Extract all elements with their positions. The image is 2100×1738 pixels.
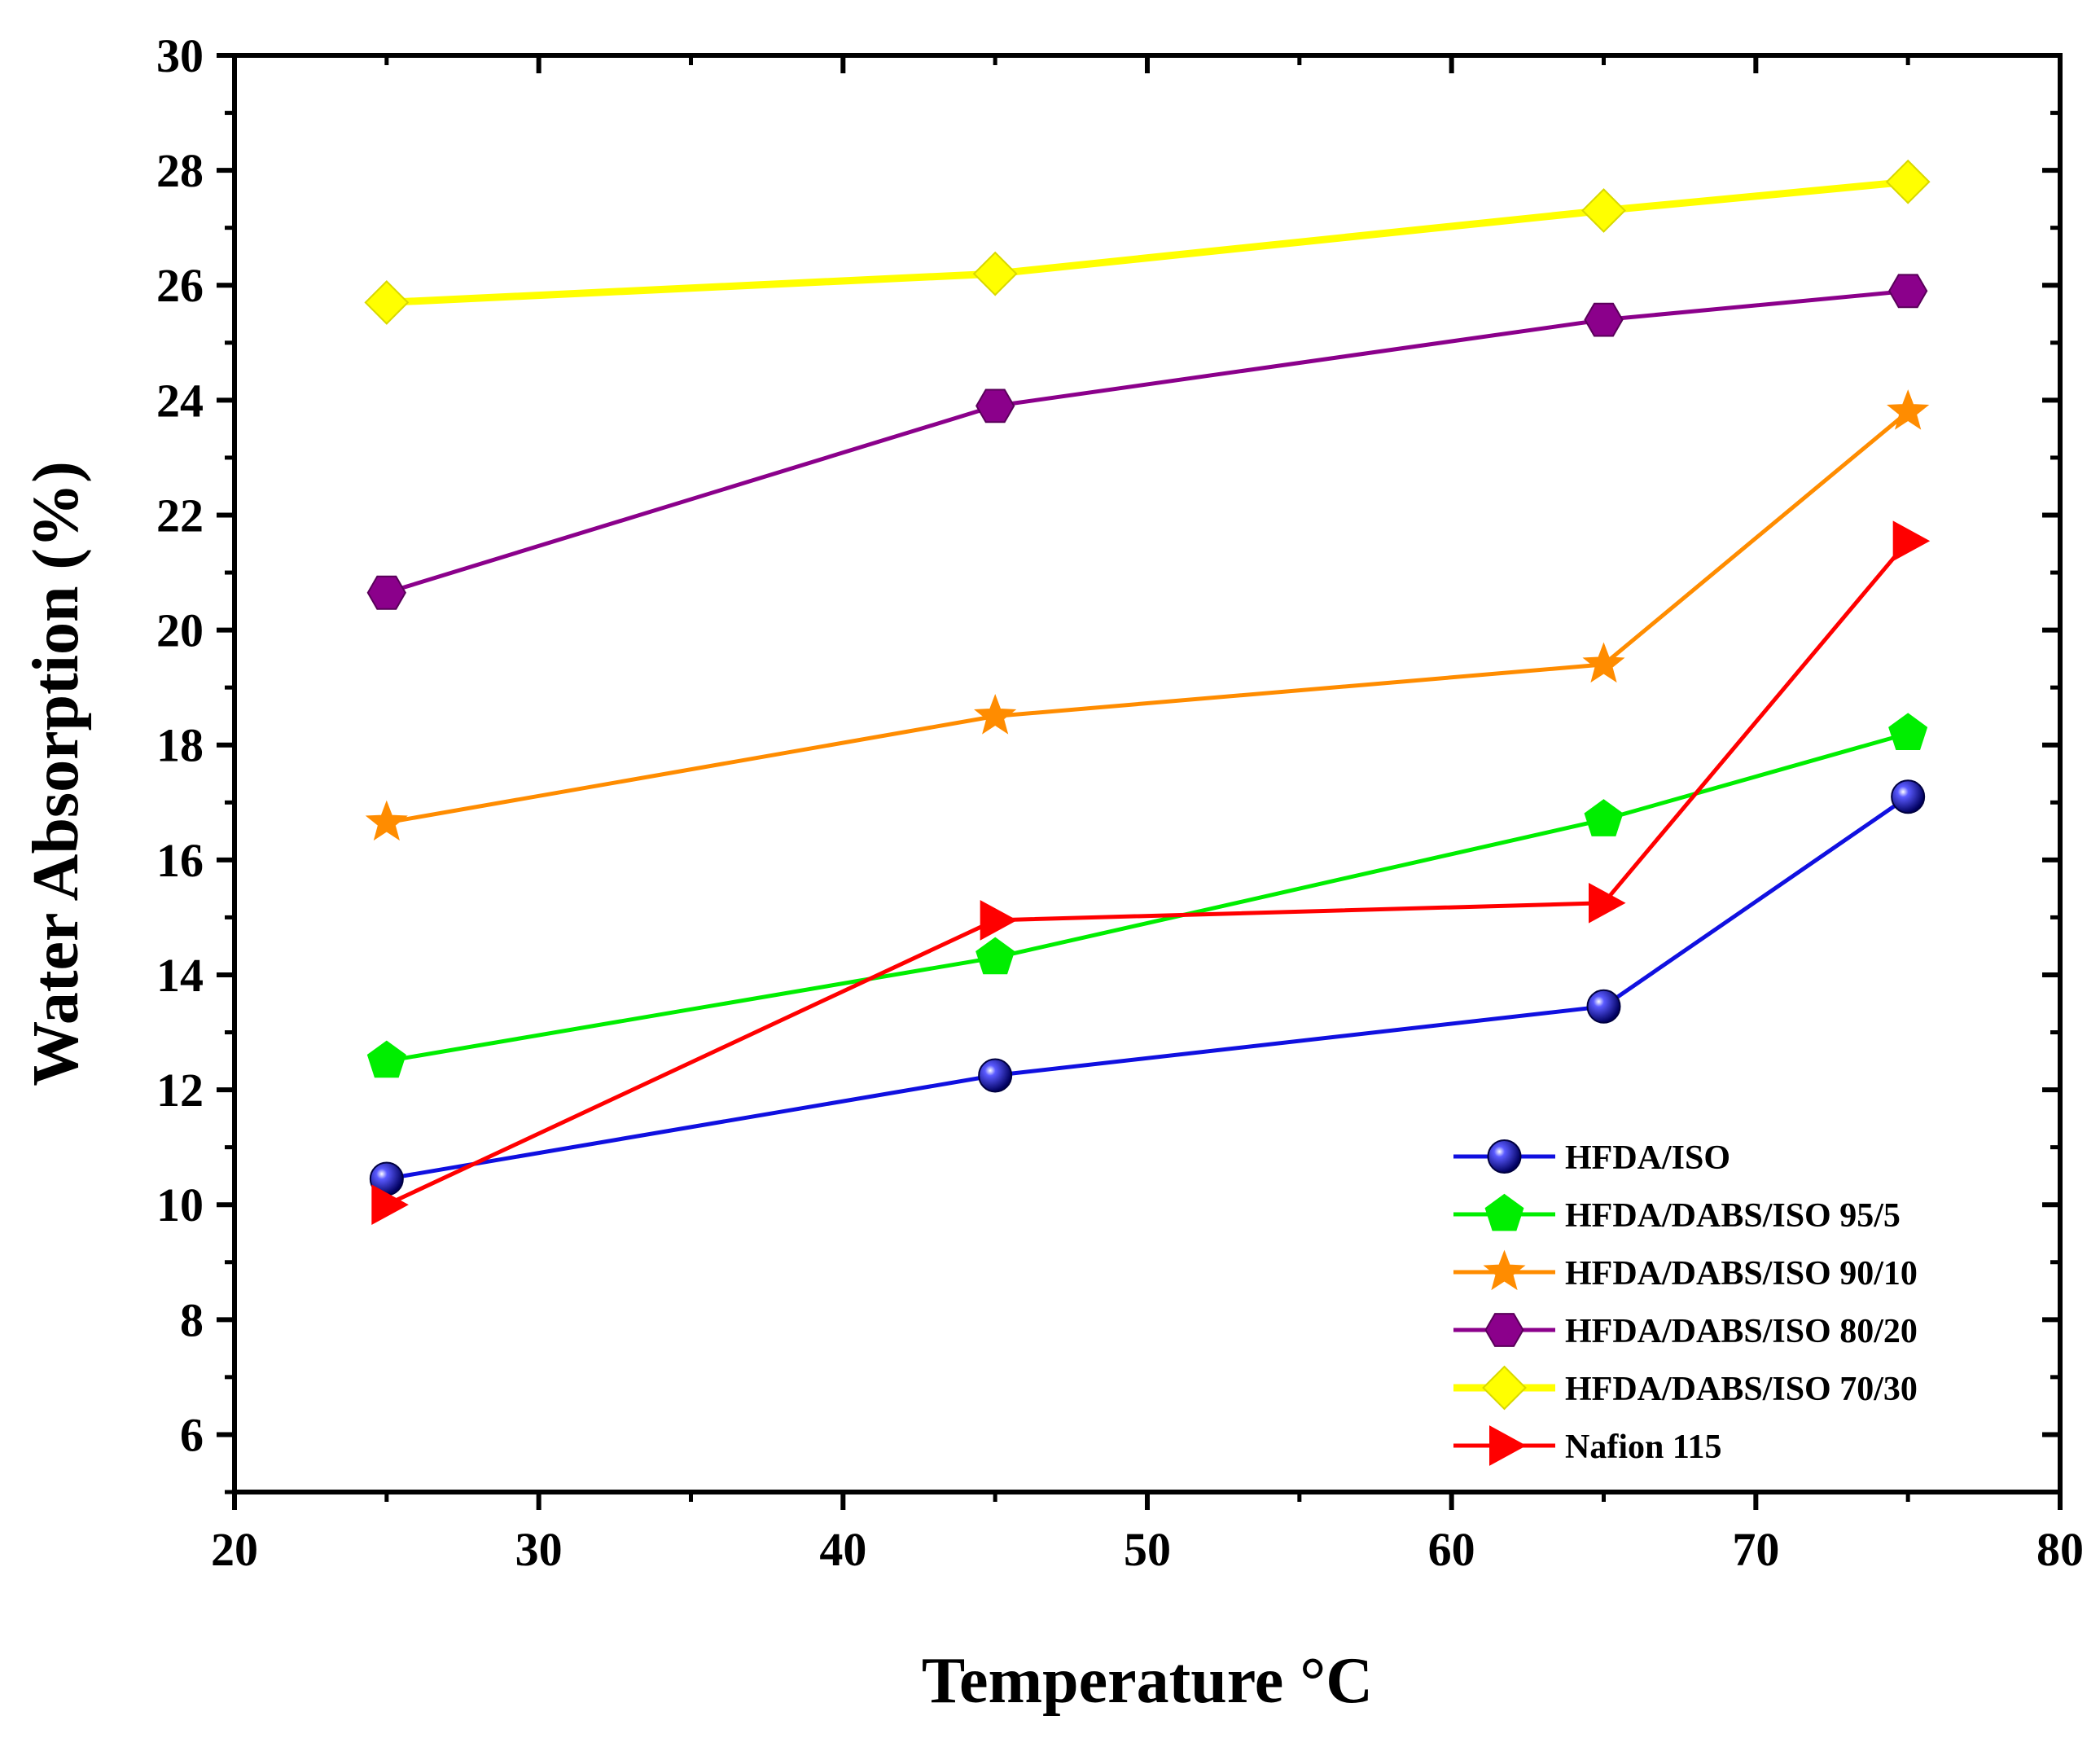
legend: HFDA/ISO HFDA/DABS/ISO 95/5 HFDA/DABS/ISO … [1453, 1139, 1918, 1466]
data-point-4-2 [1581, 188, 1626, 233]
series-line-4 [386, 178, 1909, 306]
data-point-5-0 [371, 1184, 409, 1226]
y-tick-label: 8 [180, 1293, 204, 1346]
legend-label-3: HFDA/DABS/ISO 80/20 [1565, 1313, 1918, 1350]
data-point-1-0 [366, 1040, 406, 1078]
legend-marker-2 [1483, 1249, 1526, 1291]
data-point-3-2 [1584, 302, 1624, 337]
data-point-1-3 [1888, 713, 1928, 750]
data-point-0-2 [1586, 989, 1621, 1024]
y-tick-label: 22 [156, 489, 204, 542]
legend-marker-5 [1489, 1425, 1527, 1466]
data-point-2-2 [1582, 642, 1625, 683]
data-point-4-0 [364, 279, 410, 325]
y-axis-title: Water Absorption (%) [20, 461, 92, 1086]
y-tick-label: 6 [180, 1408, 204, 1461]
y-tick-label: 26 [156, 259, 204, 312]
y-tick-label: 30 [156, 29, 204, 82]
y-tick-label: 28 [156, 144, 204, 197]
data-point-1-1 [975, 937, 1015, 975]
y-tick-label: 16 [156, 834, 204, 887]
data-point-4-1 [972, 251, 1018, 296]
series-line-5 [385, 539, 1910, 1207]
legend-label-0: HFDA/ISO [1565, 1139, 1730, 1177]
legend-label-5: Nafion 115 [1565, 1429, 1722, 1466]
y-tick-label: 12 [156, 1064, 204, 1117]
y-tick-label: 24 [156, 374, 204, 427]
data-point-1-2 [1584, 799, 1624, 836]
x-tick-label: 80 [2036, 1523, 2084, 1576]
data-point-3-1 [975, 388, 1015, 424]
data-point-3-3 [1888, 274, 1928, 309]
data-point-2-3 [1887, 389, 1930, 430]
data-point-2-0 [365, 800, 408, 841]
legend-label-4: HFDA/DABS/ISO 70/30 [1565, 1371, 1918, 1408]
series-line-2 [386, 410, 1909, 825]
y-tick-label: 20 [156, 604, 204, 657]
y-tick-label: 14 [156, 949, 204, 1002]
axes: 20 30 40 50 60 70 80 6 8 10 12 14 16 18 20 22 24 26 28 30 [156, 29, 2084, 1576]
y-tick-label: 18 [156, 719, 204, 772]
series-line-1 [386, 731, 1909, 1064]
legend-marker-4 [1482, 1365, 1527, 1411]
series-line-0 [386, 795, 1909, 1181]
data-point-4-3 [1885, 159, 1931, 204]
data-point-2-1 [974, 693, 1017, 735]
x-tick-label: 30 [515, 1523, 563, 1576]
series-lines [385, 178, 1910, 1207]
data-point-5-1 [980, 900, 1018, 941]
data-point-0-3 [1891, 779, 1926, 814]
series-line-3 [386, 288, 1909, 595]
data-point-3-0 [366, 575, 406, 610]
legend-marker-3 [1484, 1313, 1524, 1347]
legend-marker-1 [1484, 1193, 1524, 1231]
data-point-5-3 [1892, 520, 1931, 562]
x-tick-label: 70 [1732, 1523, 1779, 1576]
data-point-0-1 [978, 1058, 1013, 1093]
y-tick-label: 10 [156, 1178, 204, 1231]
x-tick-label: 20 [211, 1523, 258, 1576]
series-markers [364, 159, 1931, 1226]
legend-marker-0 [1487, 1139, 1522, 1174]
legend-label-1: HFDA/DABS/ISO 95/5 [1565, 1197, 1901, 1235]
x-tick-label: 50 [1124, 1523, 1171, 1576]
x-tick-label: 60 [1428, 1523, 1475, 1576]
x-tick-label: 40 [819, 1523, 866, 1576]
x-axis-title: Temperature °C [922, 1645, 1373, 1717]
legend-label-2: HFDA/DABS/ISO 90/10 [1565, 1255, 1918, 1293]
data-point-5-2 [1589, 882, 1626, 924]
